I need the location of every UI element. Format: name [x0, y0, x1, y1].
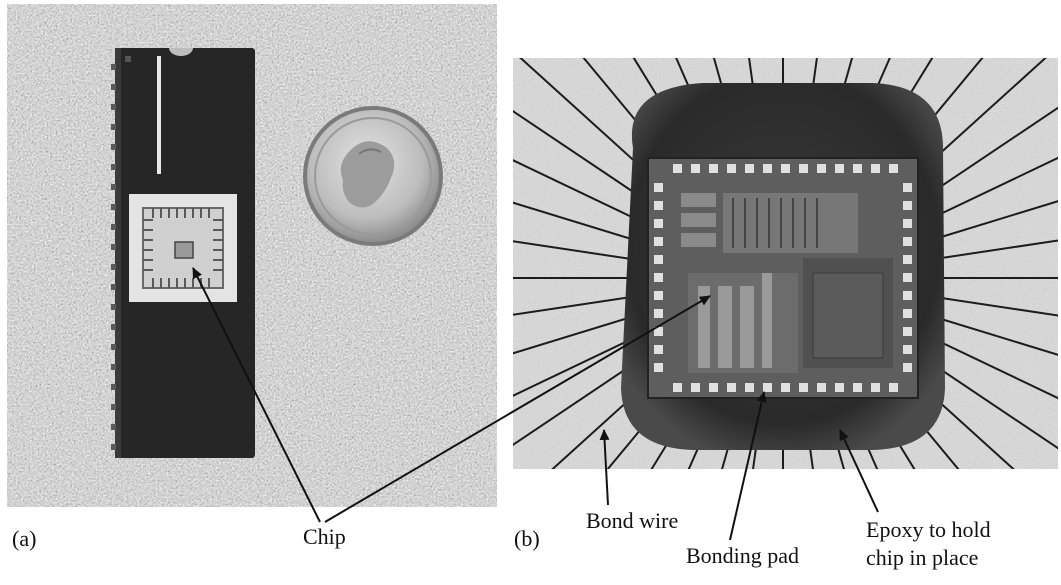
photo-panel-b [513, 58, 1058, 469]
bonding-pad [654, 255, 663, 264]
bonding-pads [654, 164, 912, 392]
bond-wire [919, 156, 1058, 225]
bonding-pad [673, 383, 682, 392]
bond-wire [931, 239, 1058, 261]
bonding-pad [889, 383, 898, 392]
bond-wire [803, 58, 818, 150]
bonding-pad [817, 383, 826, 392]
bonding-pad [871, 383, 880, 392]
bonding-pad [654, 237, 663, 246]
bond-wire [895, 362, 1015, 469]
bonding-pad-label: Bonding pad [686, 543, 800, 568]
bond-wire [919, 331, 1058, 400]
bonding-pad [835, 164, 844, 173]
bonding-pad [781, 164, 790, 173]
bond-wire [908, 106, 1058, 209]
bond-wire [931, 295, 1058, 317]
die-circuitry [681, 193, 893, 373]
bond-wire [513, 159, 647, 225]
photo-panel-a [7, 4, 497, 507]
coin [303, 106, 443, 246]
bonding-pad [903, 273, 912, 282]
bonding-pad [691, 383, 700, 392]
bonding-pad [889, 164, 898, 173]
bonding-pad [727, 164, 736, 173]
bond-wire [863, 386, 916, 469]
bonding-pad [799, 164, 808, 173]
bond-wire [880, 375, 960, 469]
bonding-pad [853, 383, 862, 392]
bond-wire [519, 58, 671, 194]
bonding-pad [903, 201, 912, 210]
bonding-pad [903, 327, 912, 336]
bonding-pad [654, 327, 663, 336]
bond-wire-label: Bond wire [586, 508, 679, 533]
bonding-pad [799, 383, 808, 392]
bonding-pad [654, 201, 663, 210]
bonding-pad [903, 219, 912, 228]
bond-wire [926, 200, 1058, 243]
bonding-pad [654, 309, 663, 318]
bonding-pad [654, 273, 663, 282]
bonding-pad [903, 183, 912, 192]
bonding-pad [817, 164, 826, 173]
bonding-pad [745, 383, 754, 392]
bonding-pad [903, 237, 912, 246]
bonding-pad [903, 363, 912, 372]
bonding-pad [727, 383, 736, 392]
bond-wire [712, 58, 742, 154]
bonding-pad [654, 183, 663, 192]
bonding-pad [654, 363, 663, 372]
bond-wire [908, 347, 1058, 450]
bond-wire [895, 58, 1047, 194]
chip-label: Chip [303, 524, 346, 549]
bonding-pad [903, 255, 912, 264]
bonding-pad [871, 164, 880, 173]
bond-wire [513, 240, 635, 261]
die-closeup-photo [513, 58, 1058, 469]
bonding-pad [903, 345, 912, 354]
bonding-pad [654, 219, 663, 228]
bonding-pad [763, 383, 772, 392]
dip-package-photo [7, 4, 497, 507]
bonding-pad [673, 164, 682, 173]
bonding-pad [903, 309, 912, 318]
panel-a-tag: (a) [12, 526, 37, 551]
bonding-pad [763, 164, 772, 173]
bonding-pad [691, 164, 700, 173]
bond-wire [824, 58, 854, 154]
bond-wire [513, 109, 658, 209]
bonding-pad [709, 383, 718, 392]
bonding-pad [835, 383, 844, 392]
bond-wire [748, 58, 763, 150]
bond-wire [926, 313, 1058, 356]
bond-wire [513, 201, 640, 243]
epoxy-label-line2: chip in place [866, 545, 979, 570]
epoxy-label-line1: Epoxy to hold [866, 517, 991, 542]
bonding-pad [654, 345, 663, 354]
bonding-pad [709, 164, 718, 173]
bonding-pad [781, 383, 790, 392]
dip-package [111, 48, 255, 458]
bonding-pad [654, 291, 663, 300]
bonding-pad [853, 164, 862, 173]
bonding-pad [903, 291, 912, 300]
panel-b-tag: (b) [514, 526, 540, 551]
bonding-pad [745, 164, 754, 173]
